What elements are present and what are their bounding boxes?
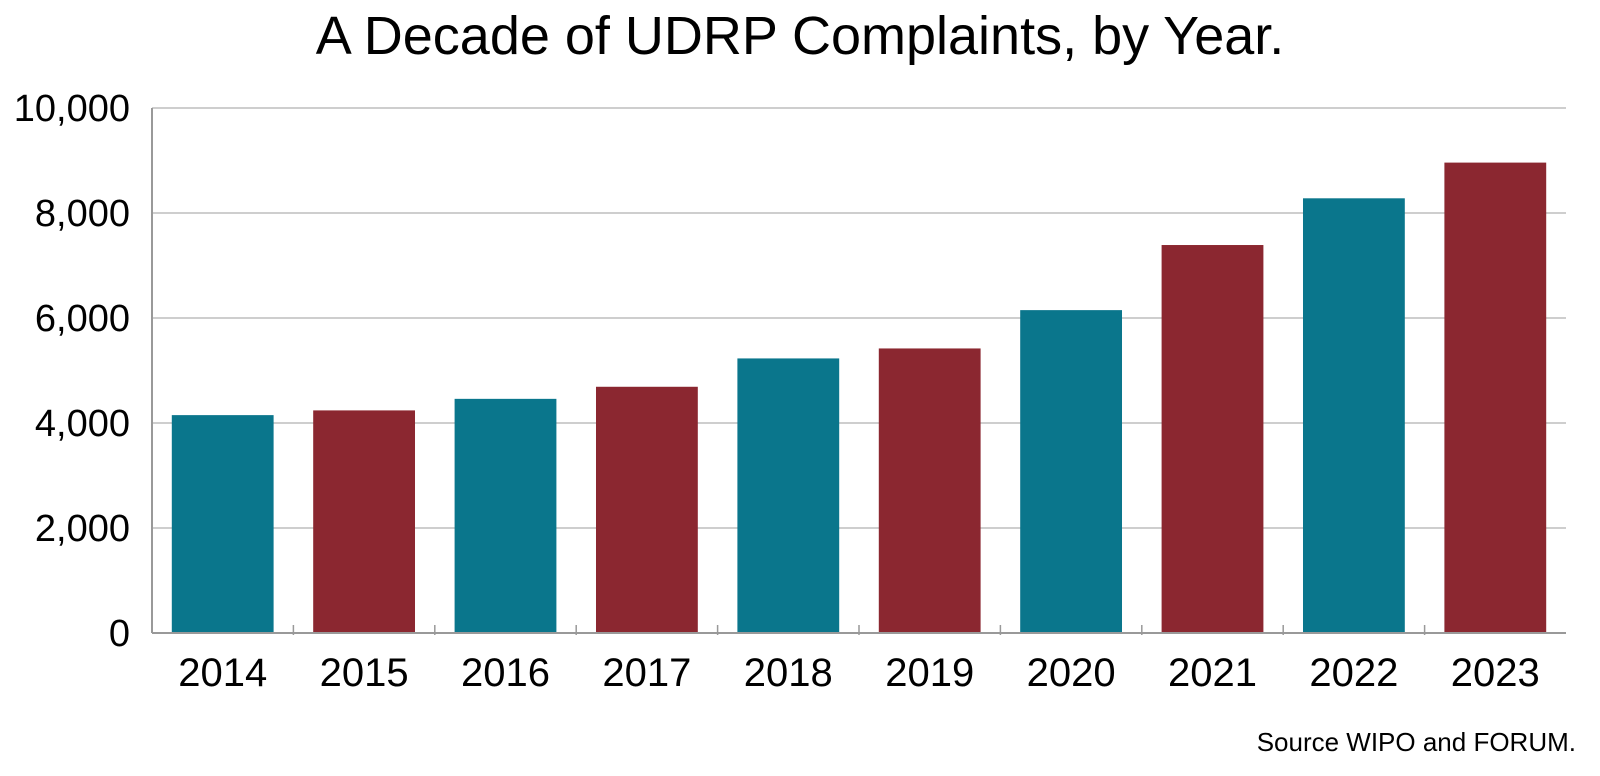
bar-2023 [1444, 162, 1547, 633]
bar-2015 [313, 410, 416, 633]
bars [171, 162, 1547, 634]
y-tick-label: 8,000 [35, 193, 130, 235]
bar-2014 [171, 415, 274, 633]
x-tick-label: 2022 [1309, 651, 1398, 695]
x-tick-label: 2020 [1027, 651, 1116, 695]
axes [151, 108, 1566, 635]
y-tick-label: 6,000 [35, 298, 130, 340]
bar-2022 [1302, 198, 1405, 634]
y-axis-tick-labels: 0 2,000 4,000 6,000 8,000 10,000 [14, 88, 130, 655]
bar-2018 [737, 358, 840, 633]
bar-2019 [878, 348, 981, 633]
bar-2020 [1020, 310, 1123, 633]
y-tick-label: 0 [109, 613, 130, 655]
chart-title: A Decade of UDRP Complaints, by Year. [315, 6, 1285, 66]
x-tick-label: 2018 [744, 651, 833, 695]
y-tick-label: 10,000 [14, 88, 130, 130]
bar-2016 [454, 398, 557, 633]
bar-2021 [1161, 245, 1264, 633]
x-axis-tick-labels: 2014 2015 2016 2017 2018 2019 2020 2021 2022 2023 [178, 651, 1540, 695]
x-tick-label: 2021 [1168, 651, 1257, 695]
x-tick-label: 2019 [885, 651, 974, 695]
x-tick-label: 2023 [1451, 651, 1540, 695]
x-tick-label: 2016 [461, 651, 550, 695]
x-tick-label: 2014 [178, 651, 267, 695]
x-tick-label: 2015 [320, 651, 409, 695]
y-tick-label: 4,000 [35, 403, 130, 445]
bar-2017 [595, 386, 698, 633]
x-tick-label: 2017 [602, 651, 691, 695]
source-note: Source WIPO and FORUM. [1256, 727, 1576, 757]
y-tick-label: 2,000 [35, 508, 130, 550]
